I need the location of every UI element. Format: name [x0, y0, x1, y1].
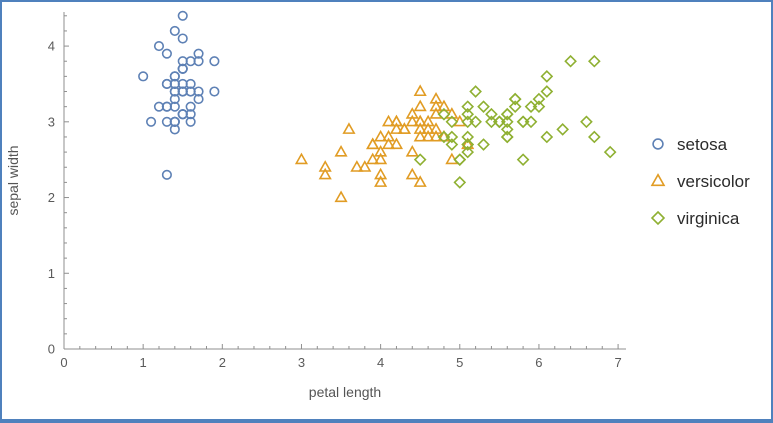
y-axis-label: sepal width: [5, 145, 21, 215]
x-axis-label: petal length: [309, 384, 381, 400]
svg-text:2: 2: [48, 190, 55, 205]
plot-area: 0 1 2 3 4 5 6 7 0 1 2 3 4 petal length sepal width: [2, 2, 642, 419]
legend-label-virginica: virginica: [677, 208, 740, 228]
legend-label-versicolor: versicolor: [677, 171, 750, 191]
versicolor-triangle-marker-icon: [650, 173, 666, 187]
series-setosa: [138, 10, 220, 180]
svg-text:4: 4: [377, 355, 384, 370]
svg-text:1: 1: [48, 266, 55, 281]
legend-label-setosa: setosa: [677, 134, 728, 154]
scatter-plot: 0 1 2 3 4 5 6 7 0 1 2 3 4 petal length sepal width: [5, 10, 626, 400]
series-virginica: [413, 54, 617, 189]
svg-text:5: 5: [456, 355, 463, 370]
virginica-diamond-marker-icon: [650, 210, 666, 226]
legend-item-setosa: setosa: [648, 134, 771, 154]
svg-text:3: 3: [48, 114, 55, 129]
svg-text:4: 4: [48, 39, 55, 54]
svg-text:7: 7: [614, 355, 621, 370]
legend-item-versicolor: versicolor: [648, 171, 771, 191]
svg-text:0: 0: [48, 342, 55, 357]
svg-text:0: 0: [60, 355, 67, 370]
setosa-circle-marker-icon: [652, 138, 664, 150]
svg-text:1: 1: [140, 355, 147, 370]
svg-text:3: 3: [298, 355, 305, 370]
svg-text:6: 6: [535, 355, 542, 370]
legend-item-virginica: virginica: [648, 208, 771, 228]
svg-text:2: 2: [219, 355, 226, 370]
legend: setosa versicolor virginica: [642, 2, 771, 419]
